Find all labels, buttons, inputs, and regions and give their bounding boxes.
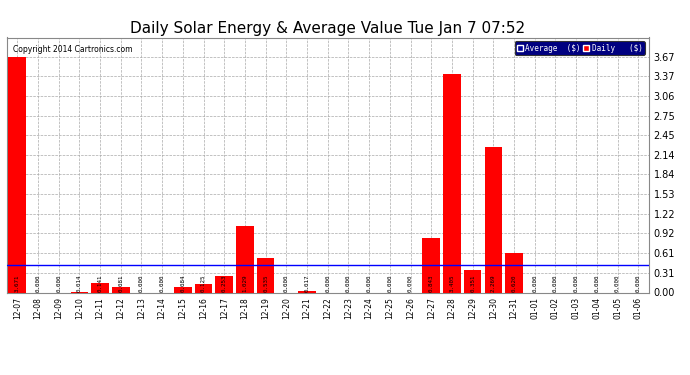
Text: 0.000: 0.000 [159, 275, 165, 292]
Text: 0.000: 0.000 [594, 275, 600, 292]
Bar [91, 284, 109, 292]
Bar [464, 270, 482, 292]
Legend: Average  ($), Daily   ($): Average ($), Daily ($) [515, 41, 644, 55]
Text: 0.000: 0.000 [139, 275, 144, 292]
Text: Copyright 2014 Cartronics.com: Copyright 2014 Cartronics.com [13, 45, 132, 54]
Text: 0.253: 0.253 [221, 275, 227, 292]
Bar [195, 285, 213, 292]
Bar [215, 276, 233, 292]
Text: 3.405: 3.405 [449, 275, 455, 292]
Text: 0.000: 0.000 [573, 275, 579, 292]
Text: 0.084: 0.084 [180, 275, 186, 292]
Bar [257, 258, 275, 292]
Text: 0.000: 0.000 [408, 275, 413, 292]
Text: 0.000: 0.000 [366, 275, 372, 292]
Text: 0.000: 0.000 [553, 275, 558, 292]
Text: 0.535: 0.535 [263, 275, 268, 292]
Text: 0.000: 0.000 [56, 275, 61, 292]
Bar [174, 287, 192, 292]
Text: 0.017: 0.017 [304, 275, 310, 292]
Text: 0.000: 0.000 [635, 275, 641, 292]
Bar [422, 238, 440, 292]
Bar [298, 291, 316, 292]
Text: 0.125: 0.125 [201, 275, 206, 292]
Text: 0.014: 0.014 [77, 275, 82, 292]
Title: Daily Solar Energy & Average Value Tue Jan 7 07:52: Daily Solar Energy & Average Value Tue J… [130, 21, 525, 36]
Bar [484, 147, 502, 292]
Bar [236, 226, 254, 292]
Text: 0.000: 0.000 [284, 275, 289, 292]
Text: 0.620: 0.620 [511, 275, 517, 292]
Text: 0.000: 0.000 [346, 275, 351, 292]
Text: 0.843: 0.843 [428, 275, 434, 292]
Text: 0.000: 0.000 [387, 275, 393, 292]
Bar [505, 253, 523, 292]
Text: 0.000: 0.000 [35, 275, 41, 292]
Bar [443, 74, 461, 292]
Text: 0.081: 0.081 [118, 275, 124, 292]
Bar [8, 57, 26, 292]
Text: 0.351: 0.351 [470, 275, 475, 292]
Text: 3.671: 3.671 [14, 275, 20, 292]
Bar [112, 287, 130, 292]
Text: 0.141: 0.141 [97, 275, 103, 292]
Text: 0.000: 0.000 [615, 275, 620, 292]
Text: 0.000: 0.000 [532, 275, 538, 292]
Text: 0.000: 0.000 [325, 275, 331, 292]
Text: 1.029: 1.029 [242, 275, 248, 292]
Text: 2.269: 2.269 [491, 275, 496, 292]
